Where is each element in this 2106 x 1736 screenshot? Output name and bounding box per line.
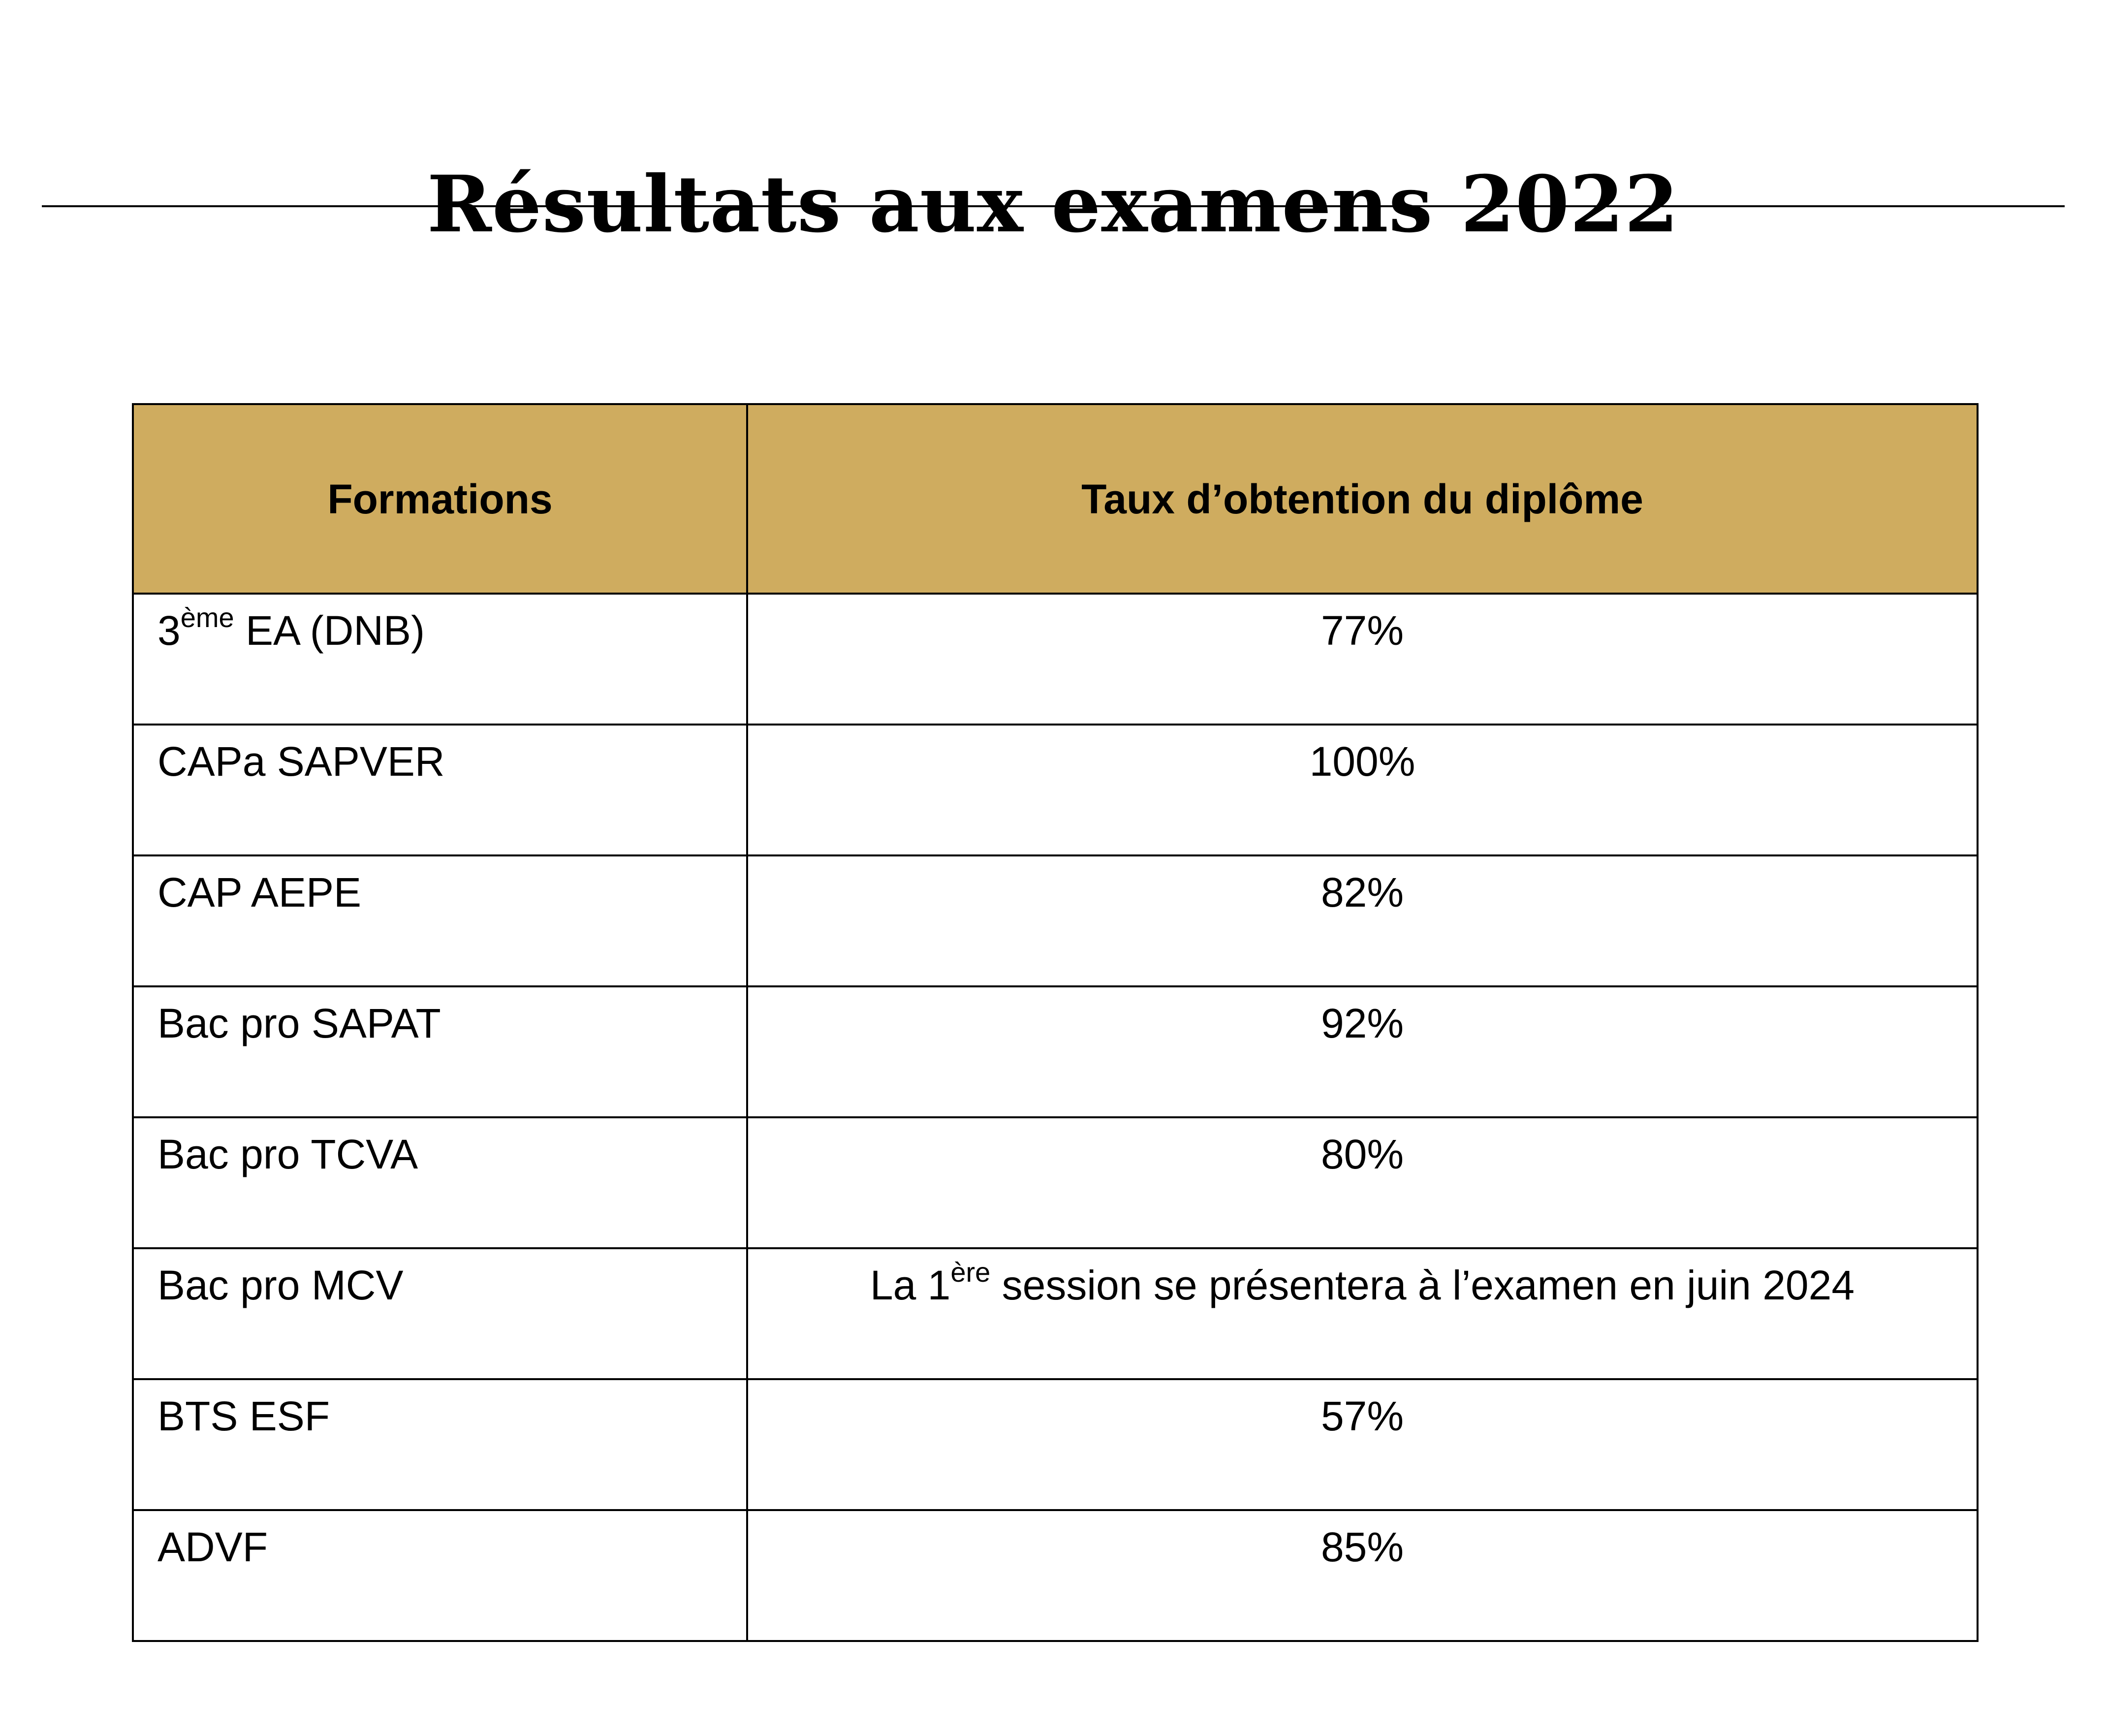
page-title: Résultats aux examens 2022 — [427, 158, 1679, 250]
header-formations: Formations — [132, 403, 748, 595]
formation-text: Bac pro MCV — [157, 1262, 404, 1308]
formation-cell: Bac pro MCV — [132, 1247, 748, 1380]
table-row: CAPa SAPVER 100% — [132, 724, 1979, 856]
rate-text: 85% — [1320, 1524, 1404, 1570]
formation-cell: BTS ESF — [132, 1378, 748, 1511]
table-row: ADVF 85% — [132, 1509, 1979, 1642]
table-row: 3ème EA (DNB) 77% — [132, 593, 1979, 726]
formation-text: Bac pro SAPAT — [157, 1000, 441, 1046]
formation-cell: CAPa SAPVER — [132, 724, 748, 856]
table-row: BTS ESF 57% — [132, 1378, 1979, 1511]
rate-text: 82% — [1320, 869, 1404, 915]
formation-text-suffix: EA (DNB) — [234, 607, 425, 654]
rate-superscript: ère — [950, 1257, 991, 1288]
rate-cell: La 1ère session se présentera à l’examen… — [746, 1247, 1979, 1380]
formation-cell: Bac pro TCVA — [132, 1116, 748, 1249]
table-row: CAP AEPE 82% — [132, 854, 1979, 987]
rate-cell: 57% — [746, 1378, 1979, 1511]
rate-cell: 77% — [746, 593, 1979, 726]
formation-superscript: ème — [180, 602, 234, 633]
rate-text: 77% — [1320, 607, 1404, 654]
table-row: Bac pro MCV La 1ère session se présenter… — [132, 1247, 1979, 1380]
title-divider — [42, 205, 2065, 207]
rate-cell: 92% — [746, 985, 1979, 1118]
formation-cell: ADVF — [132, 1509, 748, 1642]
rate-cell: 85% — [746, 1509, 1979, 1642]
table-header-row: Formations Taux d’obtention du diplôme — [132, 403, 1979, 595]
rate-text: 100% — [1309, 738, 1415, 785]
formation-text: Bac pro TCVA — [157, 1131, 418, 1177]
formation-text: BTS ESF — [157, 1393, 330, 1439]
exam-results-table: Formations Taux d’obtention du diplôme 3… — [132, 403, 1979, 1642]
formation-cell: Bac pro SAPAT — [132, 985, 748, 1118]
formation-cell: 3ème EA (DNB) — [132, 593, 748, 726]
rate-text-suffix: session se présentera à l’examen en juin… — [990, 1262, 1855, 1308]
formation-cell: CAP AEPE — [132, 854, 748, 987]
rate-text: 80% — [1320, 1131, 1404, 1177]
formation-text: 3 — [157, 607, 181, 654]
table-row: Bac pro SAPAT 92% — [132, 985, 1979, 1118]
rate-cell: 82% — [746, 854, 1979, 987]
formation-text: CAP AEPE — [157, 869, 362, 915]
formation-text: CAPa SAPVER — [157, 738, 445, 785]
header-success-rate: Taux d’obtention du diplôme — [746, 403, 1979, 595]
table-row: Bac pro TCVA 80% — [132, 1116, 1979, 1249]
formation-text: ADVF — [157, 1524, 268, 1570]
rate-text: La 1 — [870, 1262, 951, 1308]
rate-text: 92% — [1320, 1000, 1404, 1046]
rate-text: 57% — [1320, 1393, 1404, 1439]
rate-cell: 100% — [746, 724, 1979, 856]
rate-cell: 80% — [746, 1116, 1979, 1249]
